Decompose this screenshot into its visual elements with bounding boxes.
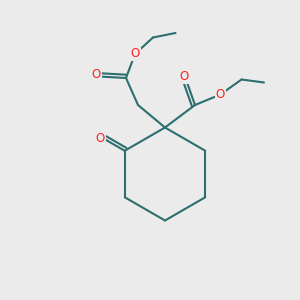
Text: O: O: [96, 131, 105, 145]
Text: O: O: [130, 47, 140, 61]
Text: O: O: [92, 68, 100, 82]
Text: O: O: [180, 70, 189, 83]
Text: O: O: [216, 88, 225, 101]
